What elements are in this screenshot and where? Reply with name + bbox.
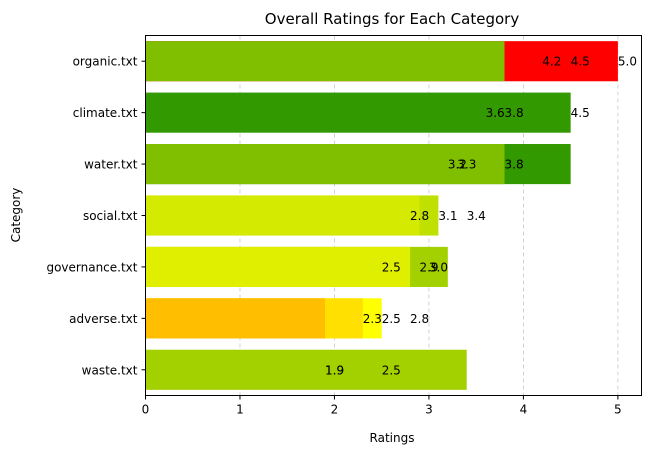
x-tick-label: 4 bbox=[520, 403, 528, 417]
y-tick-label: organic.txt bbox=[73, 55, 138, 69]
bars bbox=[145, 41, 618, 390]
data-label: 3.2 bbox=[448, 158, 467, 172]
x-tick-label: 2 bbox=[331, 403, 339, 417]
y-tick-label: water.txt bbox=[84, 158, 138, 172]
y-tick-label: governance.txt bbox=[46, 260, 137, 274]
data-label: 2.5 bbox=[382, 312, 401, 326]
data-label: 3.8 bbox=[505, 106, 524, 120]
bar bbox=[145, 41, 505, 82]
data-label: 3.1 bbox=[438, 209, 457, 223]
y-tick-label: waste.txt bbox=[82, 363, 138, 377]
bar bbox=[145, 195, 420, 236]
x-tick-label: 1 bbox=[236, 403, 244, 417]
data-label: 4.5 bbox=[571, 106, 590, 120]
data-label: 3.4 bbox=[467, 209, 486, 223]
data-label: 2.5 bbox=[382, 260, 401, 274]
bar bbox=[145, 246, 411, 287]
data-label: 3.0 bbox=[429, 260, 448, 274]
bar bbox=[145, 144, 505, 185]
data-label: 3.8 bbox=[505, 158, 524, 172]
x-tick-label: 0 bbox=[142, 403, 150, 417]
y-axis-label: Category bbox=[9, 188, 23, 243]
data-labels: 4.2 4.5 5.03.6 3.8 4.53.23.3 3.82.8 3.1 3.42.5 2… bbox=[325, 55, 637, 378]
x-axis: 0 1 2 3 4 5 bbox=[142, 395, 622, 417]
data-label: 4.2 bbox=[542, 55, 561, 69]
data-label: 2.9 bbox=[419, 260, 438, 274]
y-tick-label: social.txt bbox=[83, 209, 138, 223]
y-axis: organic.txt climate.txt water.txt social.tx… bbox=[46, 55, 146, 377]
data-label: 3.6 bbox=[486, 106, 505, 120]
y-tick-label: climate.txt bbox=[73, 106, 138, 120]
data-label: 2.8 bbox=[410, 312, 429, 326]
x-tick-label: 3 bbox=[425, 403, 433, 417]
bar bbox=[145, 298, 326, 339]
data-label: 1.9 bbox=[325, 363, 344, 377]
data-label: 2.5 bbox=[382, 363, 401, 377]
data-label: 5.0 bbox=[618, 55, 637, 69]
data-label: 2.3 bbox=[363, 312, 382, 326]
data-label: 3.3 bbox=[457, 158, 476, 172]
chart-title: Overall Ratings for Each Category bbox=[265, 10, 520, 28]
bar bbox=[145, 349, 467, 390]
x-axis-label: Ratings bbox=[370, 431, 415, 445]
bar bbox=[145, 92, 571, 133]
data-label: 1.9 bbox=[325, 363, 344, 377]
x-tick-label: 5 bbox=[614, 403, 622, 417]
data-label: 2.8 bbox=[410, 209, 429, 223]
y-tick-label: adverse.txt bbox=[69, 312, 138, 326]
data-label: 4.5 bbox=[571, 55, 590, 69]
